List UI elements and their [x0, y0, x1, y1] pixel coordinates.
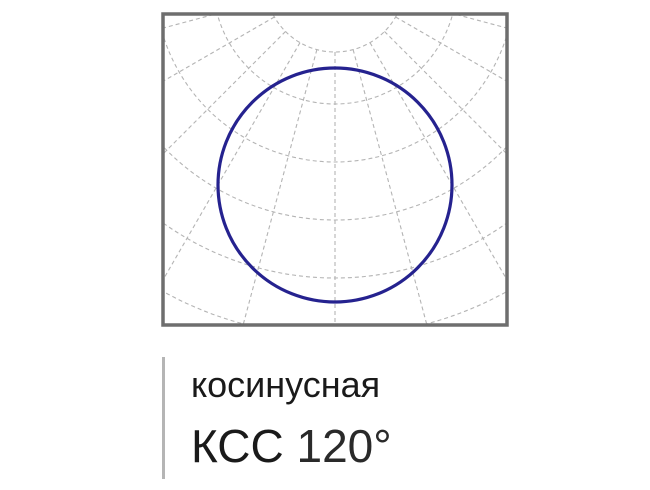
polar-grid	[163, 14, 507, 325]
caption-divider	[162, 357, 165, 479]
grid-ray-30	[369, 42, 507, 282]
beam-angle-label: КСС 120°	[191, 418, 392, 474]
grid-arc-1	[272, 14, 398, 53]
grid-ray-m45	[163, 31, 286, 155]
grid-ray-15	[352, 49, 428, 325]
intensity-curve	[216, 66, 454, 304]
diagram-frame	[161, 12, 509, 327]
curve-type-label: косинусная	[191, 364, 381, 405]
grid-ray-m60	[163, 16, 275, 82]
grid-arc-3	[163, 32, 507, 163]
grid-arc-6	[163, 290, 507, 325]
beam-angle-value: 120°	[296, 420, 392, 472]
grid-ray-m15	[242, 49, 318, 325]
grid-ray-45	[384, 31, 507, 155]
grid-ray-m30	[163, 42, 301, 282]
light-distribution-diagram	[161, 12, 509, 327]
kss-abbreviation: КСС	[191, 420, 284, 472]
grid-ray-60	[395, 16, 507, 82]
